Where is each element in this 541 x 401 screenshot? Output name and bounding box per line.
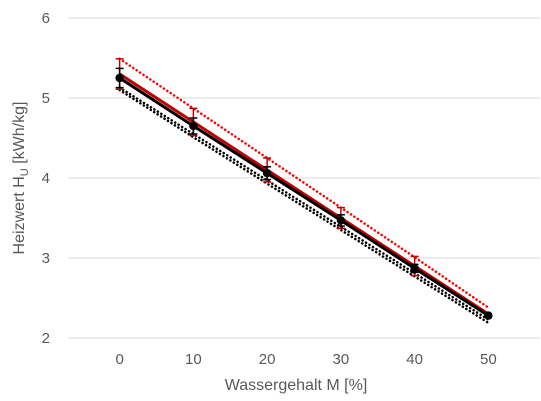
- y-axis-label-suffix: [kWh/kg]: [11, 102, 28, 169]
- series-2-line: [118, 57, 490, 309]
- series-1-point-3: [336, 216, 346, 225]
- x-tick-40: 40: [406, 351, 423, 368]
- x-tick-50: 50: [480, 351, 497, 368]
- series-1: [115, 67, 493, 320]
- x-tick-10: 10: [185, 351, 202, 368]
- series-1-point-2: [262, 169, 272, 178]
- series-layer: [115, 57, 493, 325]
- series-1-point-4: [410, 264, 419, 273]
- series-2: [118, 57, 490, 309]
- x-tick-labels: 0 10 20 30 40 50: [115, 351, 496, 368]
- series-0-line: [118, 72, 490, 316]
- y-tick-2: 2: [42, 330, 50, 347]
- series-3-line: [118, 86, 490, 321]
- x-tick-0: 0: [115, 351, 123, 368]
- y-tick-labels: 2 3 4 5 6: [42, 10, 50, 347]
- y-tick-4: 4: [42, 170, 50, 187]
- x-tick-20: 20: [259, 351, 276, 368]
- series-4-line: [118, 88, 490, 325]
- series-4: [118, 88, 490, 325]
- x-tick-30: 30: [333, 351, 350, 368]
- series-1-point-0: [115, 73, 124, 83]
- x-axis-label: Wassergehalt M [%]: [225, 377, 368, 394]
- y-tick-5: 5: [42, 90, 50, 107]
- gridlines: [68, 17, 540, 339]
- y-tick-3: 3: [42, 250, 50, 267]
- series-0: [115, 58, 490, 316]
- y-axis-label: Heizwert HU [kWh/kg]: [11, 102, 31, 255]
- series-1-point-1: [189, 121, 198, 131]
- y-axis-label-prefix: Heizwert H: [11, 176, 28, 254]
- series-1-line: [118, 76, 490, 317]
- series-3: [118, 86, 490, 321]
- y-tick-6: 6: [42, 10, 50, 27]
- series-1-point-5: [484, 311, 493, 320]
- y-axis-label-subscript: U: [19, 168, 31, 176]
